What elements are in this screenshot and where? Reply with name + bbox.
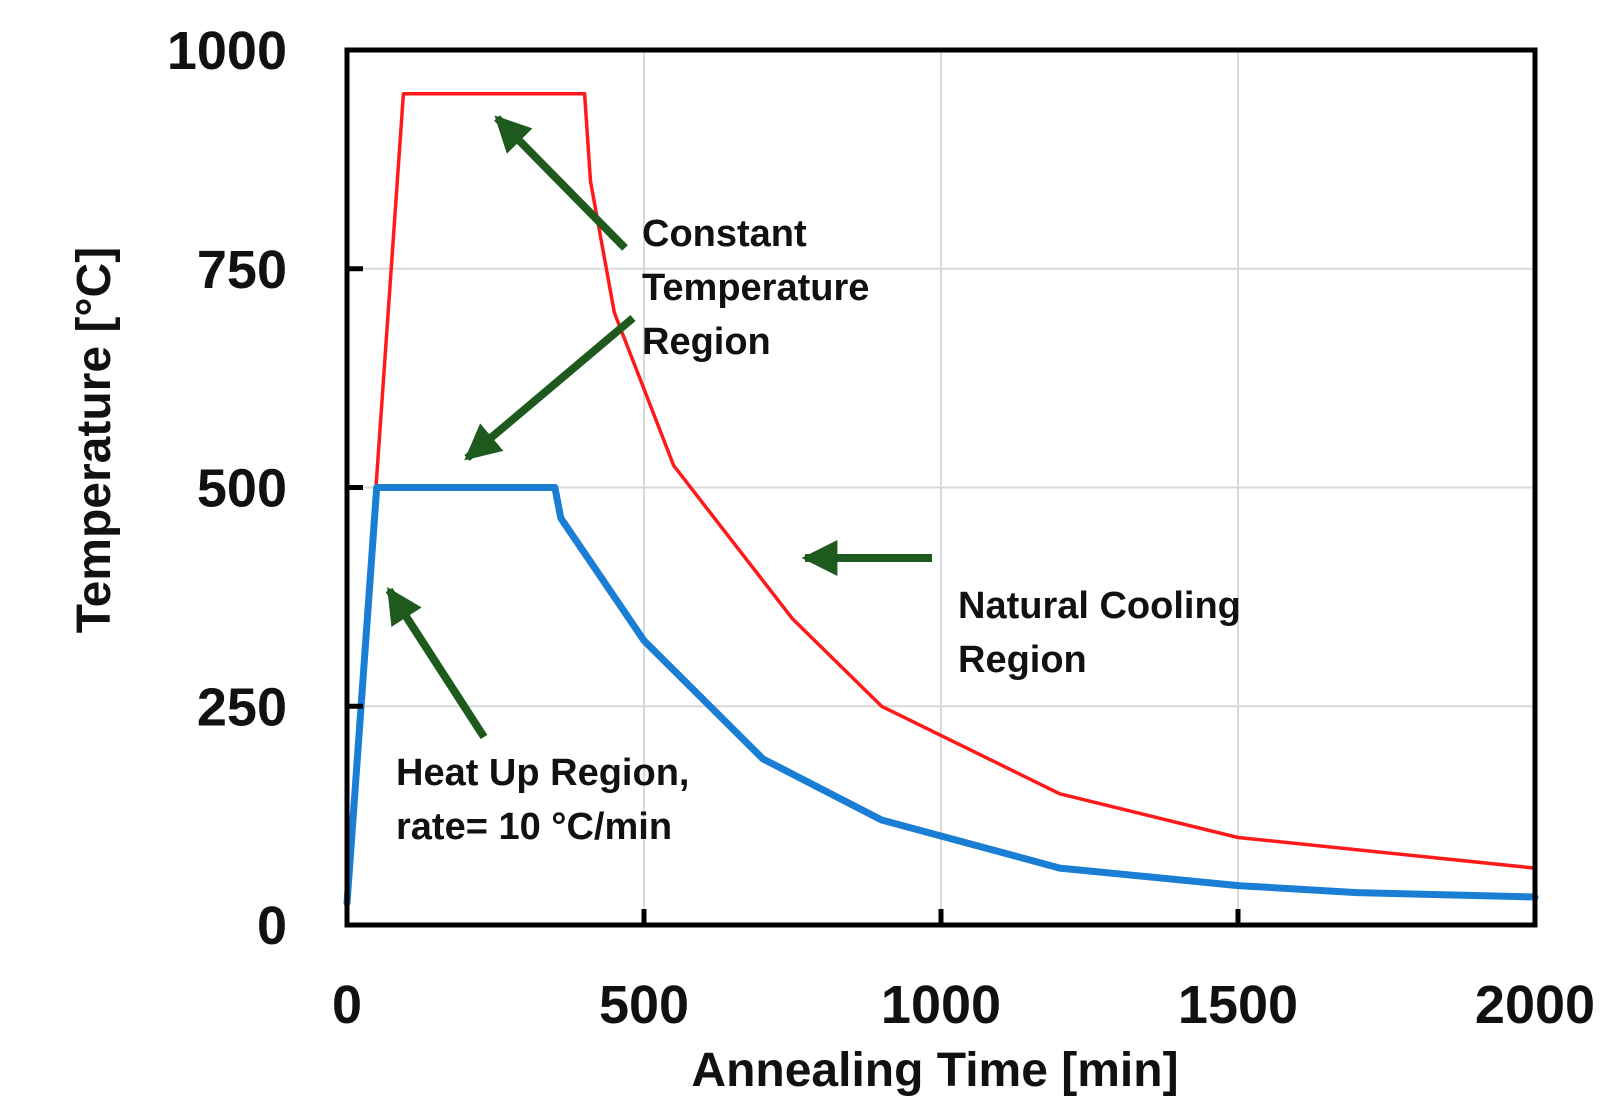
series-line-red [345,92,1537,905]
x-tick-label: 1000 [881,975,1001,1035]
x-tick-label: 0 [332,975,362,1035]
series-layer [343,92,1539,907]
y-axis-title: Temperature [°C] [68,247,121,633]
x-axis-title: Annealing Time [min] [691,1044,1178,1097]
annotation-cooling-2: Region [958,639,1087,681]
annotation-heatup-1: Heat Up Region, [396,752,689,794]
annotation-heatup-2: rate= 10 °C/min [396,806,672,848]
y-tick-label: 750 [197,240,287,300]
y-tick-label: 0 [257,896,287,956]
y-tick-label: 1000 [167,21,287,81]
arrow-heatup [385,586,488,740]
annotation-constant-1: Constant [642,213,807,255]
annotation-constant-3: Region [642,321,771,363]
y-tick-label: 250 [197,677,287,737]
x-tick-label: 1500 [1178,975,1298,1035]
x-tick-label: 2000 [1475,975,1595,1035]
tick-marks [344,47,1538,928]
series-line-blue [343,484,1539,907]
y-tick-label: 500 [197,459,287,519]
arrow-constant-blue [464,314,636,462]
annotation-cooling-1: Natural Cooling [958,585,1241,627]
x-tick-label: 500 [599,975,689,1035]
annotation-constant-2: Temperature [642,267,869,309]
y-tick-labels: 0 250 500 750 1000 [167,21,287,956]
x-tick-labels: 0 500 1000 1500 2000 [332,975,1595,1035]
arrow-constant-red [494,115,628,251]
